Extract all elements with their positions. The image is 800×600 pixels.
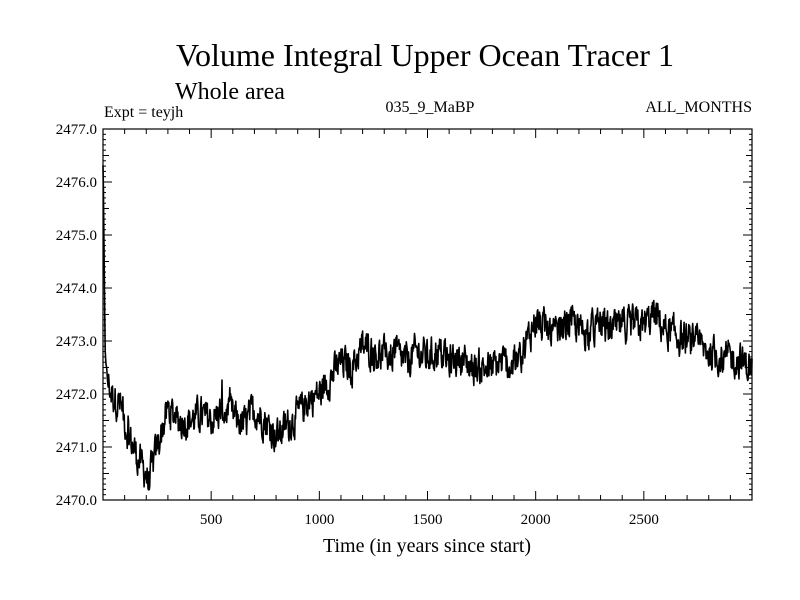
y-tick-label: 2472.0	[56, 387, 97, 403]
x-tick-label: 1000	[304, 512, 334, 528]
x-tick-label: 500	[200, 512, 223, 528]
y-tick-label: 2470.0	[56, 493, 97, 509]
x-tick-label: 1500	[413, 512, 443, 528]
y-tick-label: 2476.0	[56, 175, 97, 191]
series-line	[102, 165, 753, 491]
plot-frame	[102, 128, 753, 501]
axis-ticks: 500 1000 1500 2000 2500 2470.0 2471.0 2472.0 247…	[56, 122, 752, 528]
y-tick-label: 2471.0	[56, 440, 97, 456]
y-tick-label: 2475.0	[56, 228, 97, 244]
experiment-label: Expt = teyjh	[104, 104, 183, 121]
chart-title: Volume Integral Upper Ocean Tracer 1	[176, 37, 674, 73]
x-tick-label: 2000	[521, 512, 551, 528]
x-tick-label: 2500	[629, 512, 659, 528]
x-axis-label: Time (in years since start)	[323, 535, 531, 557]
chart-subtitle: Whole area	[175, 79, 285, 105]
months-label: ALL_MONTHS	[645, 99, 752, 116]
y-tick-label: 2474.0	[56, 281, 97, 297]
period-label: 035_9_MaBP	[386, 99, 475, 116]
y-tick-label: 2473.0	[56, 334, 97, 350]
y-tick-label: 2477.0	[56, 122, 97, 138]
